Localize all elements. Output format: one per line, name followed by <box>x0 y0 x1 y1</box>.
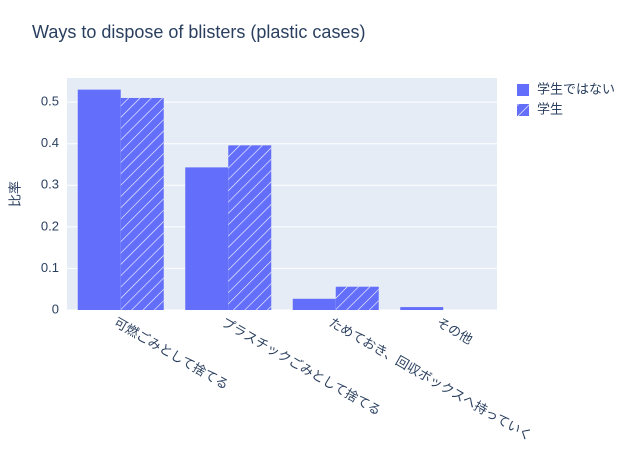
chart-title: Ways to dispose of blisters (plastic cas… <box>32 22 365 42</box>
bar <box>335 286 379 310</box>
bar <box>292 298 336 310</box>
legend-swatch <box>517 84 529 96</box>
y-tick-label: 0 <box>52 301 59 316</box>
x-tick-label: その他 <box>434 315 475 347</box>
y-tick-label: 0.1 <box>41 260 59 275</box>
y-tick-label: 0.3 <box>41 177 59 192</box>
y-tick-label: 0.5 <box>41 94 59 109</box>
bar <box>120 97 164 310</box>
x-tick-label: 可燃ごみとして捨てる <box>112 315 232 393</box>
bar <box>185 167 229 310</box>
legend-label: 学生 <box>537 101 563 116</box>
bar <box>400 307 444 310</box>
y-tick-label: 0.4 <box>41 135 59 150</box>
y-axis-title: 比率 <box>7 181 22 207</box>
bar <box>228 145 272 310</box>
x-tick-label: ためておき、回収ボックスへ持っていく <box>327 315 535 444</box>
legend-swatch-hatch <box>517 104 529 116</box>
bar <box>77 89 121 311</box>
y-tick-label: 0.2 <box>41 218 59 233</box>
legend-label: 学生ではない <box>537 81 615 96</box>
